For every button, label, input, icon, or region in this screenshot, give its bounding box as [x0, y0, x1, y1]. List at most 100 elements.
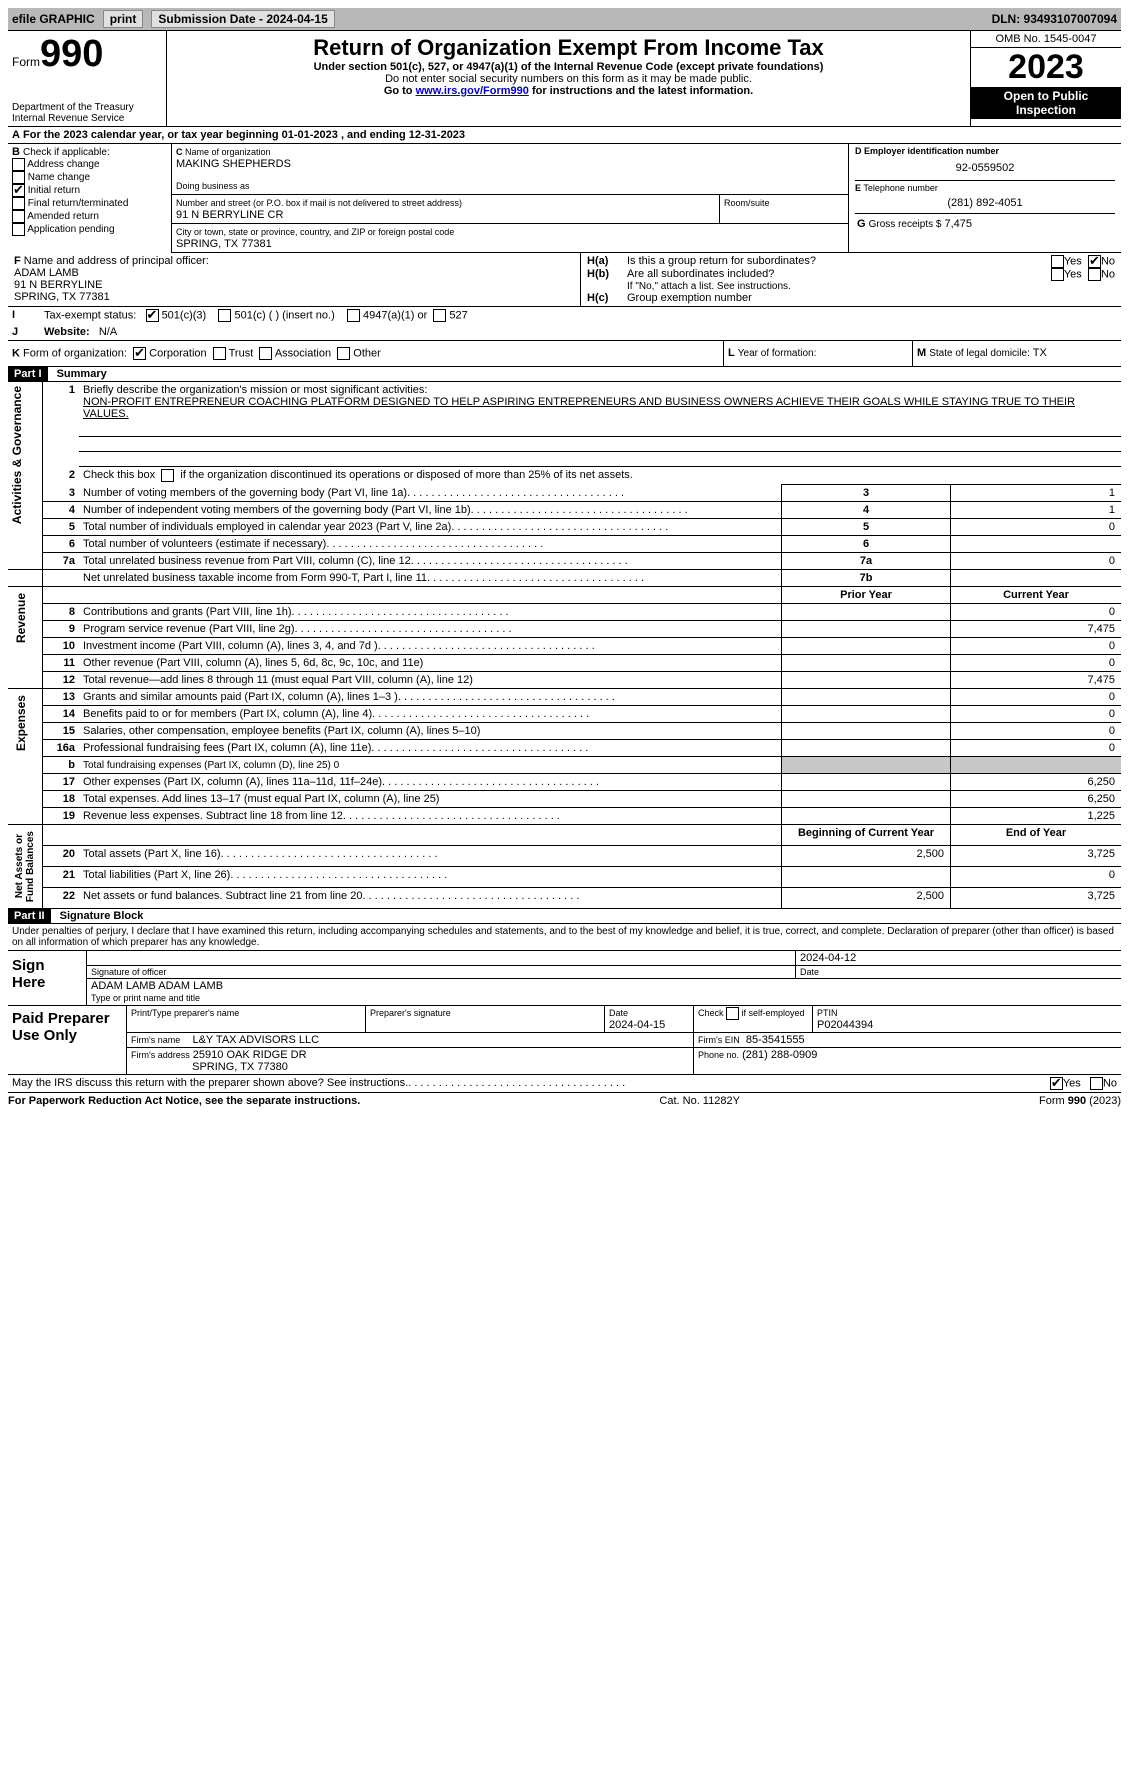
- label-e: E: [855, 183, 861, 193]
- 527-checkbox[interactable]: [433, 309, 446, 322]
- other-label: Other: [353, 347, 381, 359]
- 4947-checkbox[interactable]: [347, 309, 360, 322]
- current-year-header: Current Year: [1003, 589, 1069, 601]
- q10: Investment income (Part VIII, column (A)…: [83, 640, 378, 652]
- sig-officer-label: Signature of officer: [87, 966, 796, 979]
- label-a: A: [12, 129, 20, 141]
- amended-return-checkbox[interactable]: [12, 210, 25, 223]
- ptin-label: PTIN: [817, 1008, 838, 1018]
- 501c-checkbox[interactable]: [218, 309, 231, 322]
- firm-addr2: SPRING, TX 77380: [192, 1061, 288, 1073]
- final-return-label: Final return/terminated: [28, 198, 129, 209]
- m-val: TX: [1033, 347, 1047, 359]
- eoy-header: End of Year: [1006, 827, 1066, 839]
- part-i-title: Summary: [51, 367, 113, 381]
- irs-yes: Yes: [1063, 1078, 1081, 1090]
- sig-date-label: Date: [796, 966, 1122, 979]
- irs-yes-checkbox[interactable]: [1050, 1077, 1063, 1090]
- label-f: F: [14, 255, 21, 267]
- vlabel-revenue: Revenue: [12, 589, 30, 647]
- omb-number: OMB No. 1545-0047: [971, 31, 1121, 48]
- officer-name: ADAM LAMB ADAM LAMB: [91, 980, 223, 992]
- vlabel-expenses: Expenses: [12, 691, 30, 755]
- b21: [782, 867, 951, 888]
- form-subtitle-2: Do not enter social security numbers on …: [171, 73, 966, 85]
- boy-header: Beginning of Current Year: [798, 827, 934, 839]
- firm-ein-label: Firm's EIN: [698, 1035, 740, 1045]
- q11: Other revenue (Part VIII, column (A), li…: [83, 657, 423, 669]
- ha-no-checkbox[interactable]: [1088, 255, 1101, 268]
- website-value: N/A: [99, 326, 117, 338]
- hc-text: Group exemption number: [627, 292, 1115, 304]
- g-gross-label: Gross receipts $: [869, 219, 942, 230]
- c12: 7,475: [951, 672, 1122, 689]
- v5: 0: [951, 519, 1122, 536]
- dept-treasury: Department of the Treasury Internal Reve…: [12, 102, 162, 124]
- summary-table: Activities & Governance 1 Briefly descri…: [8, 382, 1121, 909]
- corp-checkbox[interactable]: [133, 347, 146, 360]
- label-k: K: [12, 347, 20, 359]
- v6: [951, 536, 1122, 553]
- q22: Net assets or fund balances. Subtract li…: [83, 890, 362, 902]
- b20: 2,500: [782, 846, 951, 867]
- other-checkbox[interactable]: [337, 347, 350, 360]
- v7a: 0: [951, 553, 1122, 570]
- b-check-label: Check if applicable:: [23, 147, 110, 158]
- self-employed-checkbox[interactable]: [726, 1007, 739, 1020]
- q12: Total revenue—add lines 8 through 11 (mu…: [83, 674, 473, 686]
- q3: Number of voting members of the governin…: [83, 487, 407, 499]
- gross-receipts: 7,475: [945, 218, 973, 230]
- irs-no: No: [1103, 1078, 1117, 1090]
- hb-yes-checkbox[interactable]: [1051, 268, 1064, 281]
- period-text: For the 2023 calendar year, or tax year …: [23, 129, 465, 141]
- tax-year: 2023: [971, 48, 1121, 87]
- initial-return-checkbox[interactable]: [12, 184, 25, 197]
- application-pending-checkbox[interactable]: [12, 223, 25, 236]
- v3: 1: [951, 485, 1122, 502]
- ein-value: 92-0559502: [855, 156, 1115, 180]
- q18: Total expenses. Add lines 13–17 (must eq…: [83, 793, 439, 805]
- prior-year-header: Prior Year: [840, 589, 892, 601]
- 501c3-checkbox[interactable]: [146, 309, 159, 322]
- label-hc: H(c): [587, 292, 608, 304]
- c17: 6,250: [951, 774, 1122, 791]
- m-label: State of legal domicile:: [929, 348, 1030, 359]
- label-c: C: [176, 147, 183, 157]
- vlabel-activities: Activities & Governance: [8, 382, 26, 528]
- q1-label: Briefly describe the organization's miss…: [83, 384, 427, 396]
- ha-no: No: [1101, 255, 1115, 267]
- application-pending-label: Application pending: [27, 224, 114, 235]
- ha-yes-checkbox[interactable]: [1051, 255, 1064, 268]
- sign-here-label: Sign Here: [8, 951, 87, 1006]
- q13: Grants and similar amounts paid (Part IX…: [83, 691, 398, 703]
- firm-name-label: Firm's name: [131, 1035, 180, 1045]
- address-change-checkbox[interactable]: [12, 158, 25, 171]
- irs-no-checkbox[interactable]: [1090, 1077, 1103, 1090]
- officer-line3: SPRING, TX 77381: [14, 291, 110, 303]
- d-ein-label: Employer identification number: [864, 146, 999, 156]
- c14: 0: [951, 706, 1122, 723]
- phone-value: (281) 892-4051: [855, 193, 1115, 213]
- e20: 3,725: [951, 846, 1122, 867]
- q2-checkbox[interactable]: [161, 469, 174, 482]
- part-ii-header: Part II Signature Block: [8, 909, 1121, 924]
- l-label: Year of formation:: [738, 348, 817, 359]
- period-line: A For the 2023 calendar year, or tax yea…: [8, 127, 1121, 144]
- firm-ein: 85-3541555: [746, 1034, 805, 1046]
- page-footer: For Paperwork Reduction Act Notice, see …: [8, 1095, 1121, 1107]
- paid-preparer-label: Paid Preparer Use Only: [8, 1006, 127, 1075]
- trust-checkbox[interactable]: [213, 347, 226, 360]
- footer-right: Form 990 (2023): [1039, 1095, 1121, 1107]
- label-j: J: [12, 326, 18, 338]
- hb-no-checkbox[interactable]: [1088, 268, 1101, 281]
- q14: Benefits paid to or for members (Part IX…: [83, 708, 372, 720]
- irs-link[interactable]: www.irs.gov/Form990: [416, 85, 529, 97]
- prep-sig-label: Preparer's signature: [370, 1008, 451, 1018]
- q7a: Total unrelated business revenue from Pa…: [83, 555, 411, 567]
- print-button[interactable]: print: [103, 10, 144, 28]
- assoc-checkbox[interactable]: [259, 347, 272, 360]
- final-return-checkbox[interactable]: [12, 197, 25, 210]
- 527-label: 527: [449, 309, 467, 321]
- k-l-m-block: K Form of organization: Corporation Trus…: [8, 341, 1121, 367]
- type-title-label: Type or print name and title: [91, 993, 200, 1003]
